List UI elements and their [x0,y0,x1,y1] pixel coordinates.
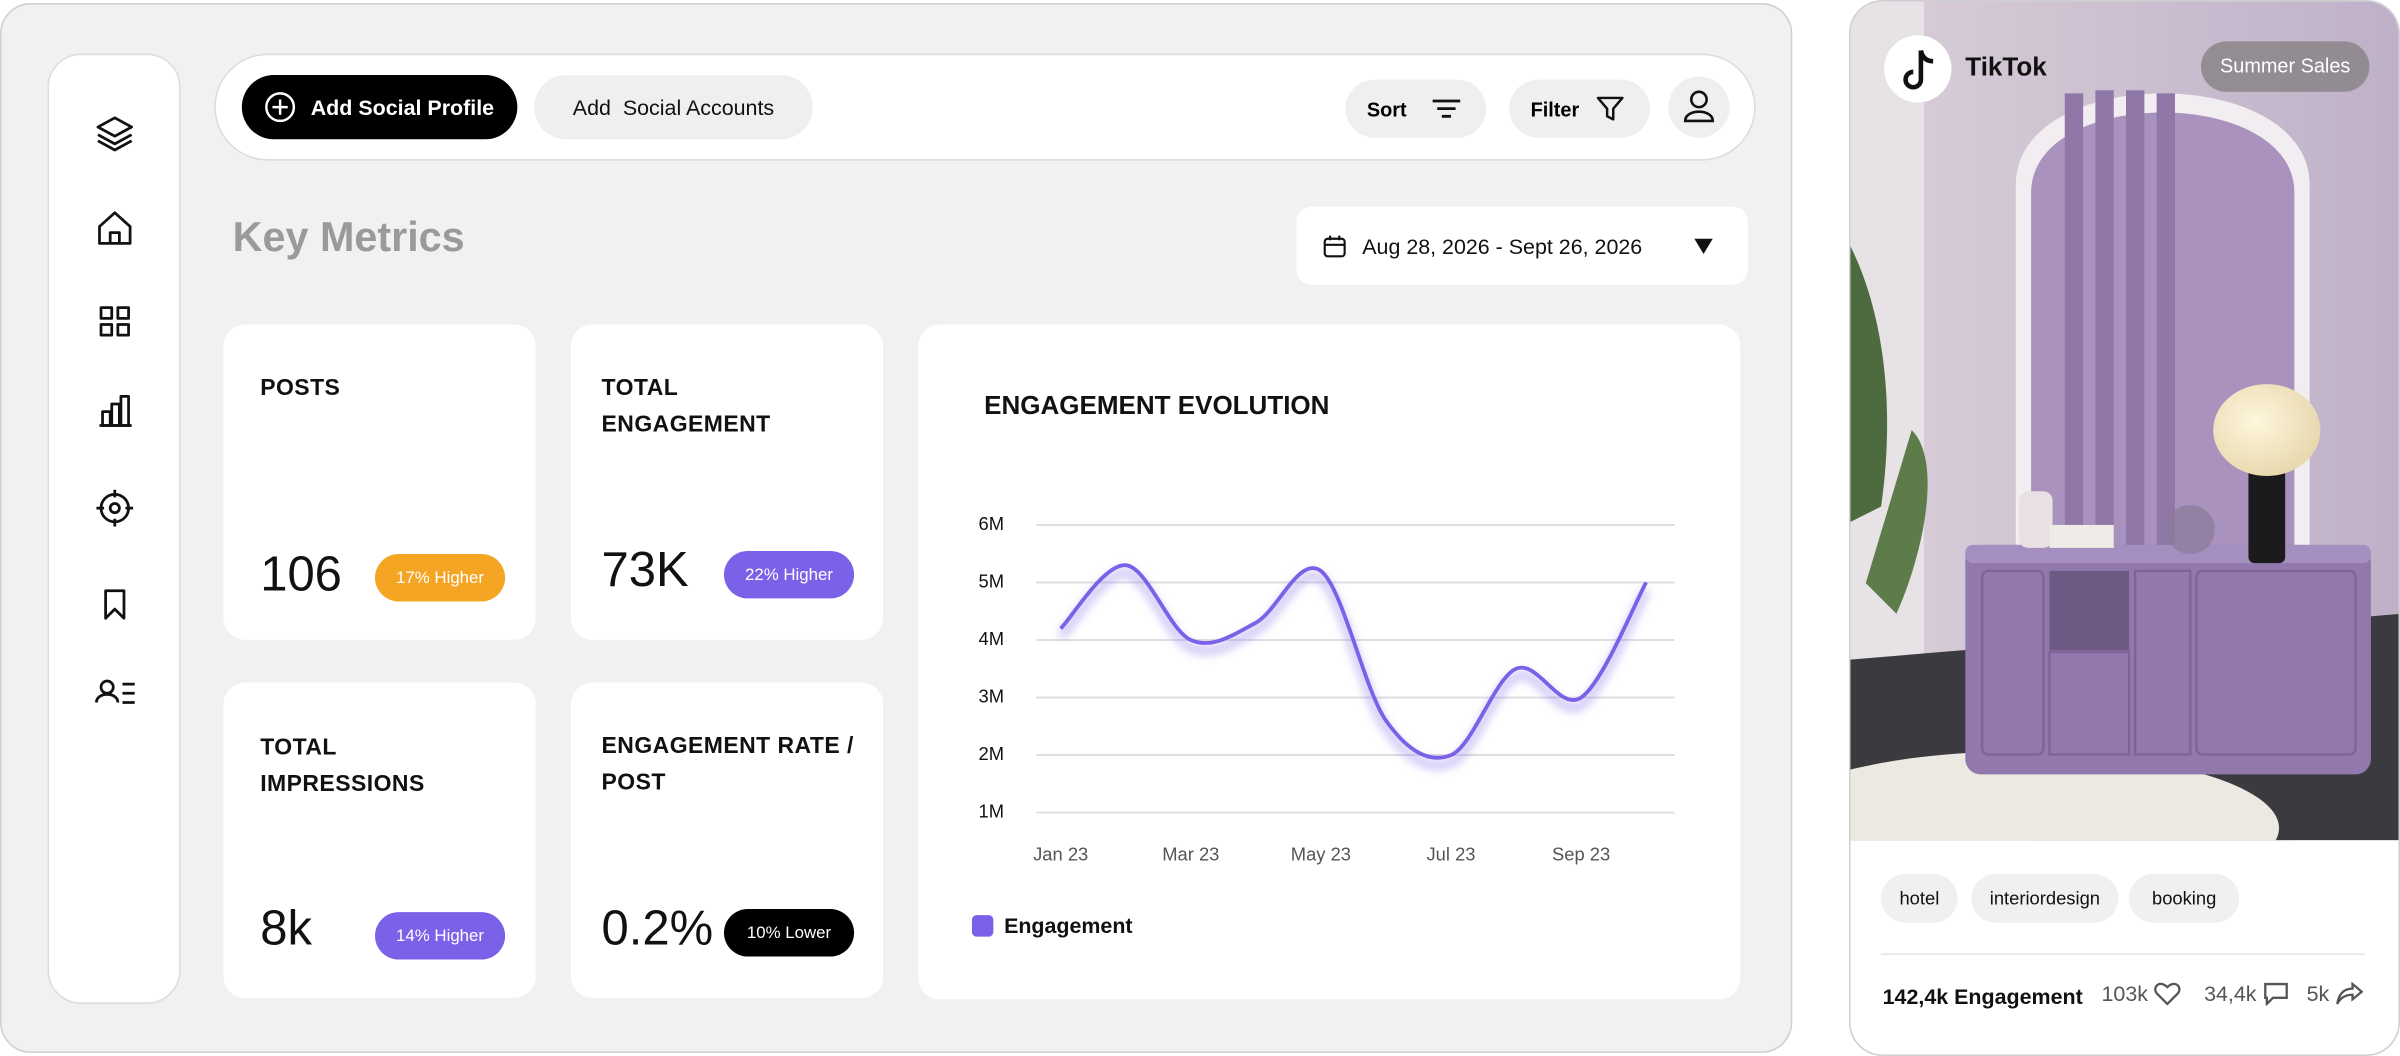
metric-value: 106 [260,546,342,602]
layers-icon[interactable] [96,116,134,152]
metric-badge: 10% Lower [723,909,855,957]
metric-label: ENGAGEMENT RATE / POST [601,733,854,796]
metric-badge: 17% Higher [374,554,506,602]
hashtag[interactable]: hotel [1881,873,1958,923]
button-label: Add Social Accounts [572,94,775,120]
button-label: Filter [1530,97,1580,121]
platform-name: TikTok [1965,52,2047,82]
home-icon[interactable] [98,211,132,245]
divider [1881,953,2365,955]
chart-icon[interactable] [99,394,132,427]
grid-icon[interactable] [99,306,130,337]
metric-value: 0.2% [601,899,714,955]
metric-card: TOTAL IMPRESSIONS 8k 14% Higher [223,682,536,998]
metric-badge: 14% Higher [374,912,506,960]
engagement-total: 142,4k Engagement [1882,984,2083,1009]
bookmark-icon[interactable] [104,589,126,620]
sort-button[interactable]: Sort [1345,79,1487,138]
metric-value: 73K [601,541,689,597]
comments: 34,4k [2204,980,2291,1006]
hashtag[interactable]: interiordesign [1971,873,2119,923]
chart-card [918,324,1741,1000]
plus-icon [265,92,296,123]
add-profile-button[interactable]: Add Social Profile [241,74,518,140]
heart-icon[interactable] [2154,981,2182,1006]
comment-icon[interactable] [2263,981,2291,1006]
filter-button[interactable]: Filter [1509,79,1650,138]
post-card: TikTok Summer Sales hotel interiordesign… [1848,0,2400,1056]
profile-button[interactable] [1668,76,1730,138]
shares-count: 5k [2306,980,2330,1006]
metric-label: TOTAL IMPRESSIONS [260,734,425,798]
metric-card: POSTS 106 17% Higher [223,324,536,640]
date-picker[interactable]: Aug 28, 2026 - Sept 26, 2026 [1296,206,1748,285]
metric-label: POSTS [260,374,341,401]
likes: 103k [2101,980,2182,1006]
target-icon[interactable] [96,489,134,527]
metric-label: TOTAL ENGAGEMENT [601,374,771,438]
button-label: Add Social Profile [310,94,495,120]
calendar-icon [1323,234,1346,257]
metric-card: TOTAL ENGAGEMENT 73K 22% Higher [570,324,884,640]
users-icon[interactable] [95,679,135,704]
sidebar [47,53,181,1004]
date-range: Aug 28, 2026 - Sept 26, 2026 [1362,233,1643,258]
user-icon [1683,90,1715,123]
metric-value: 8k [260,899,312,955]
add-accounts-button[interactable]: Add Social Accounts [534,74,813,140]
sidebar-icons [95,116,135,704]
metric-badge: 22% Higher [723,550,855,599]
dropdown-arrow [1694,237,1713,254]
hashtag[interactable]: booking [2129,873,2240,923]
sort-icon [1432,99,1461,118]
shares: 5k [2307,981,2363,1005]
button-label: Sort [1366,97,1407,121]
section-title: Key Metrics [232,214,465,261]
metric-card: ENGAGEMENT RATE / POST 0.2% 10% Lower [570,682,884,998]
campaign-tag[interactable]: Summer Sales [2220,56,2350,78]
filter-icon [1596,96,1624,121]
likes-count: 103k [2101,980,2148,1006]
share-icon[interactable] [2335,981,2363,1005]
comments-count: 34,4k [2204,980,2257,1006]
post-image: TikTok Summer Sales [1850,1,2399,841]
